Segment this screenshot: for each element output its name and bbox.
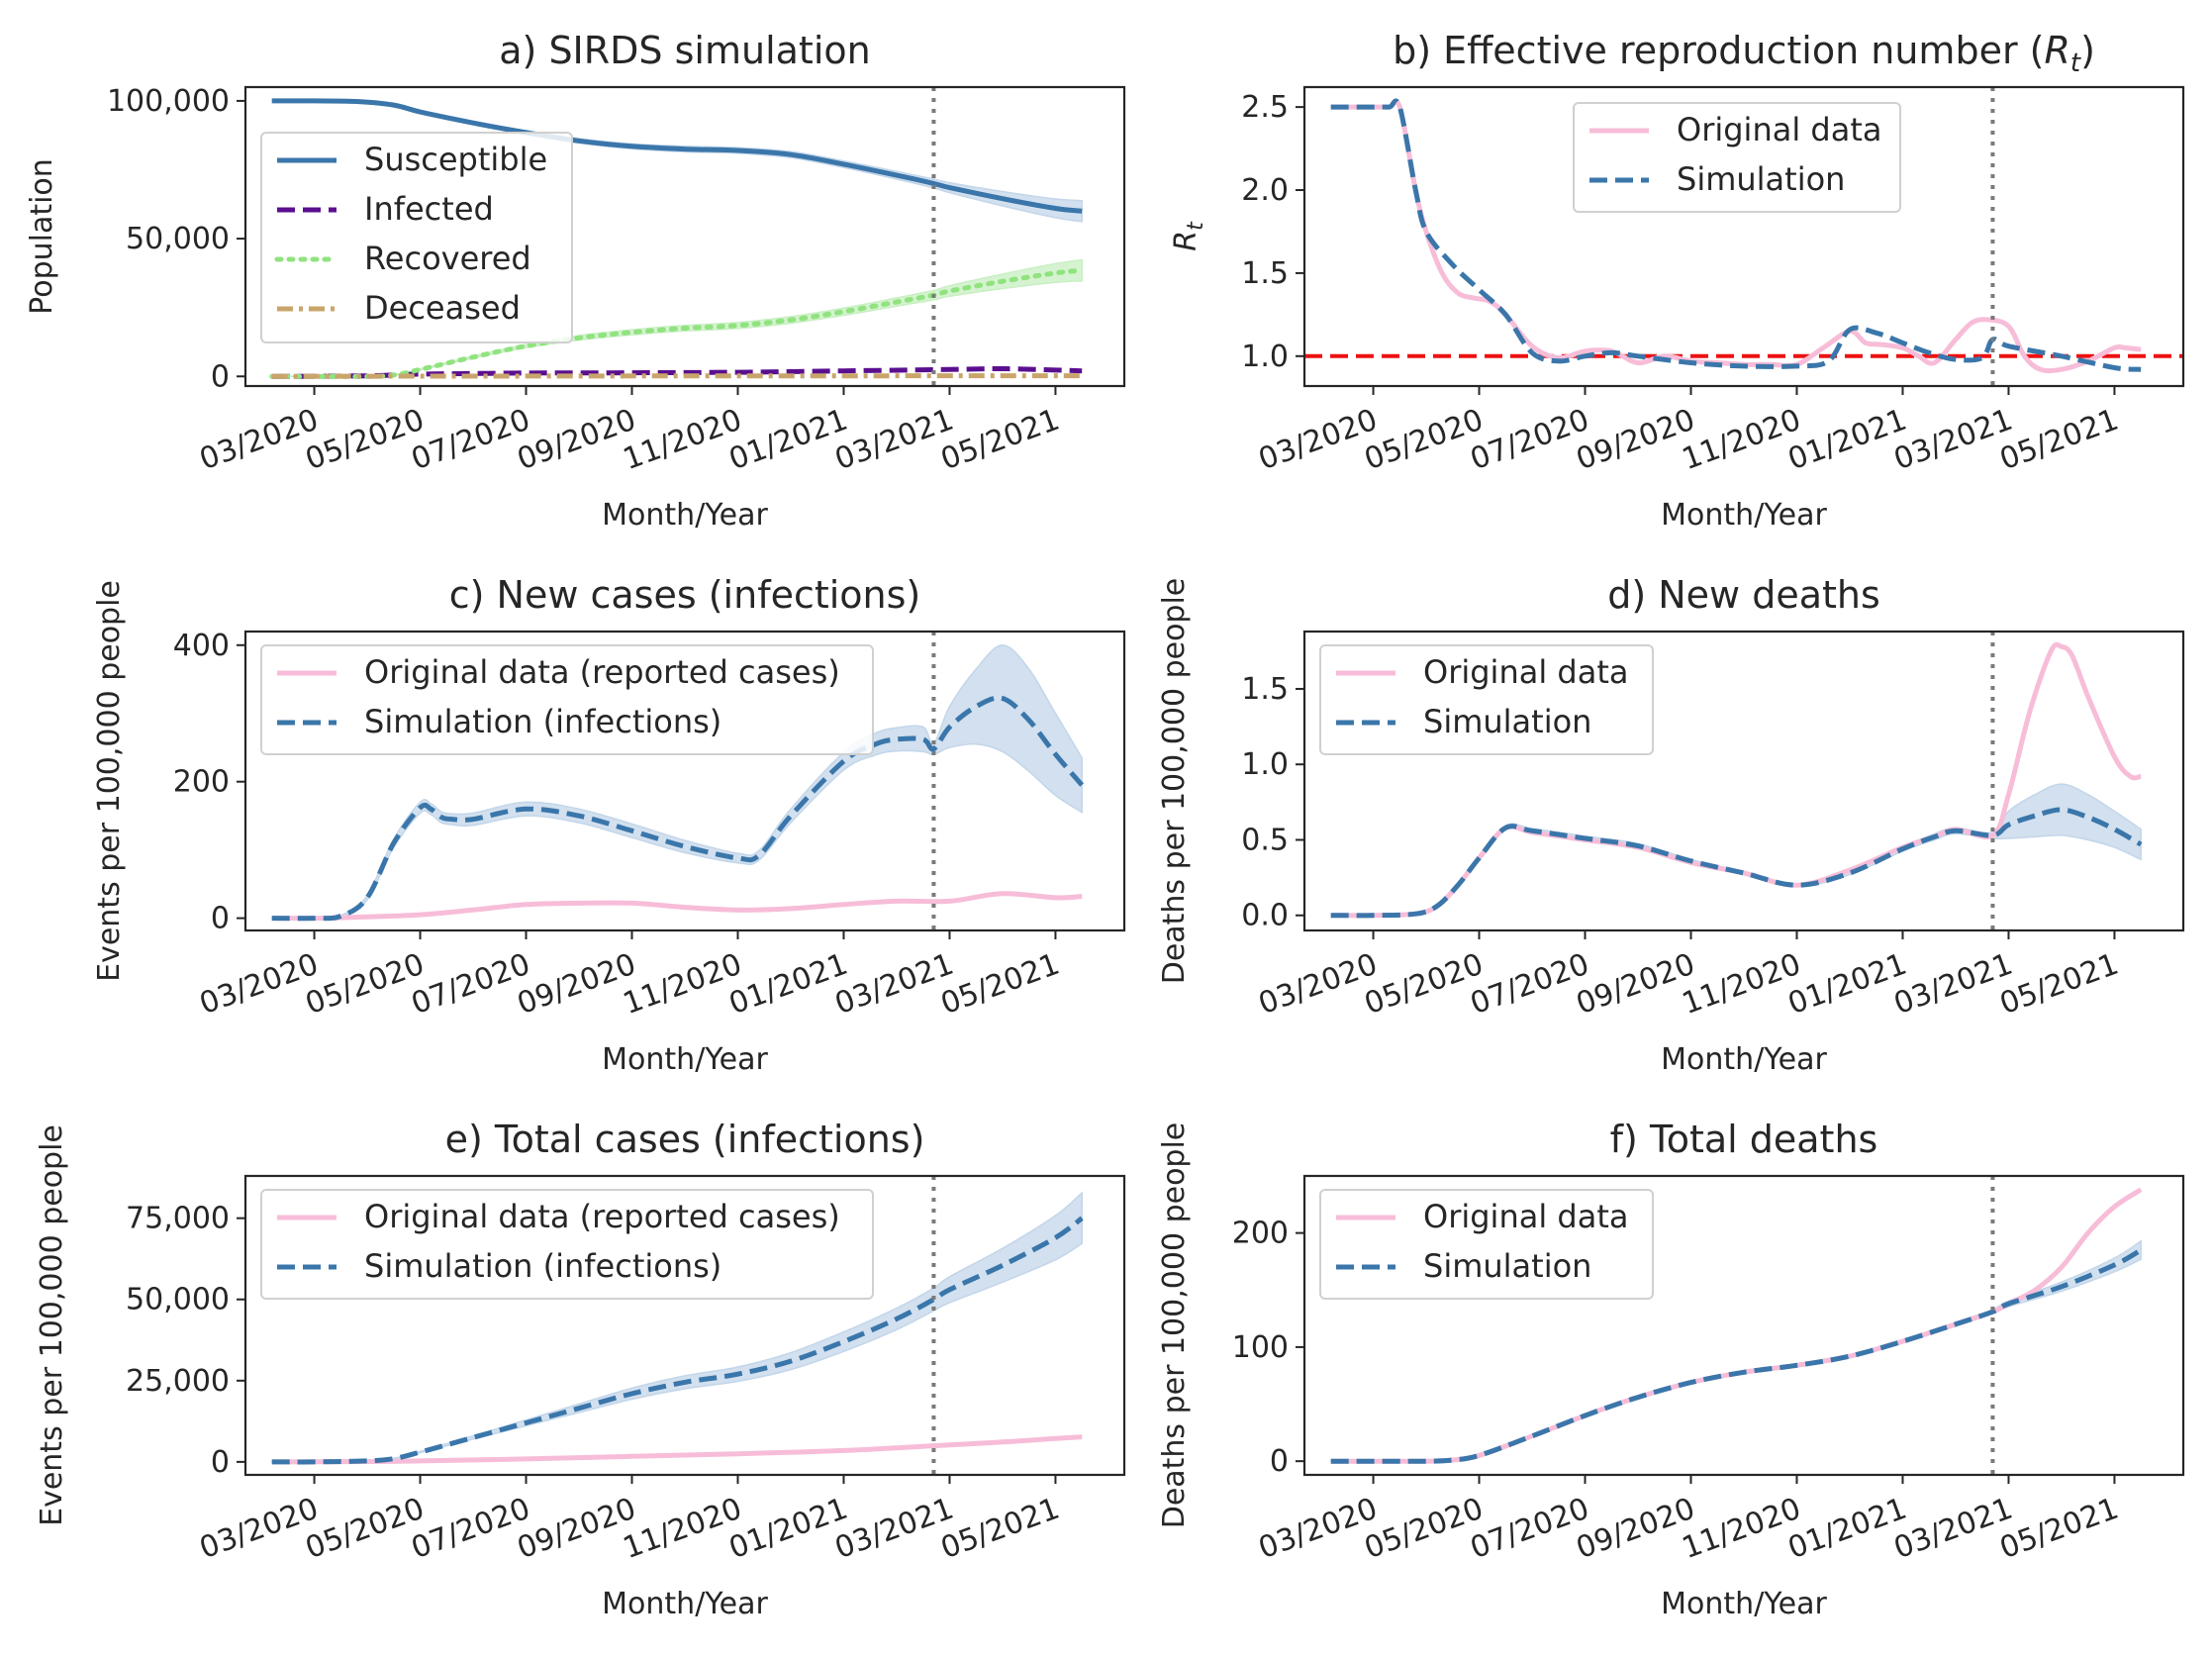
chart-title: f) Total deaths [1610, 1118, 1878, 1161]
axes-frame [1302, 1174, 2185, 1477]
axes-frame [243, 85, 1126, 388]
series-line-simulation [1330, 98, 2142, 372]
y-tick-label: 1.5 [1241, 672, 1289, 707]
y-tick-label: 75,000 [126, 1202, 230, 1236]
legend-label: Original data (reported cases) [364, 1198, 840, 1235]
x-axis-label: Month/Year [1661, 498, 1827, 533]
y-axis-label: Rt [1169, 221, 1208, 251]
axes-frame [1302, 85, 2185, 388]
legend: Original data Simulation [1573, 102, 1901, 213]
axes-frame [243, 1174, 1126, 1477]
series-line-original-data-reported-cases- [271, 1434, 1083, 1465]
chart-title: c) New cases (infections) [449, 573, 921, 617]
legend-box [1319, 644, 1654, 755]
legend-box [1319, 1189, 1654, 1300]
y-tick-label: 400 [173, 629, 230, 663]
y-tick-label: 0.0 [1241, 899, 1289, 933]
legend: Original data (reported cases) Simulation… [260, 644, 874, 755]
x-axis-label: Month/Year [602, 1587, 768, 1621]
series-line-susceptible [271, 98, 1083, 214]
y-tick-label: 50,000 [126, 1283, 230, 1317]
y-axis-label: Deaths per 100,000 people [1157, 1122, 1192, 1529]
y-tick-label: 0 [211, 902, 230, 936]
y-tick-label: 100 [1232, 1330, 1289, 1365]
series-line-original-data [1330, 98, 2142, 374]
legend-label: Simulation (infections) [364, 703, 721, 740]
legend-label: Simulation [1423, 1247, 1591, 1285]
legend-label: Susceptible [364, 141, 547, 178]
legend-box [260, 644, 874, 755]
legend-label: Deceased [364, 289, 521, 327]
y-tick-label: 0.5 [1241, 823, 1289, 857]
y-tick-label: 200 [1232, 1217, 1289, 1251]
series-line-simulation-infections- [271, 695, 1085, 922]
legend-label: Infected [364, 190, 494, 228]
legend-label: Original data [1423, 1198, 1628, 1235]
legend-label: Original data [1423, 653, 1628, 691]
plot-area [1330, 1176, 2143, 1475]
legend-box [1573, 102, 1901, 213]
plot-area [1330, 632, 2143, 930]
y-tick-label: 2.5 [1241, 90, 1289, 125]
series-line-original-data-reported-cases- [271, 891, 1083, 922]
chart-title: a) SIRDS simulation [499, 29, 870, 72]
y-axis-label: Population [25, 158, 59, 315]
confidence-band [271, 644, 1083, 920]
y-tick-label: 25,000 [126, 1364, 230, 1399]
legend-box [260, 1189, 874, 1300]
y-axis-label: Events per 100,000 people [92, 580, 127, 982]
y-tick-label: 0 [211, 1445, 230, 1480]
series-line-simulation [1330, 1247, 2143, 1464]
chart-title: d) New deaths [1607, 573, 1880, 617]
y-tick-label: 1.0 [1241, 747, 1289, 782]
axes-frame [1302, 630, 2185, 932]
legend-label: Simulation [1677, 160, 1845, 198]
y-tick-label: 200 [173, 765, 230, 800]
x-axis-label: Month/Year [602, 1042, 768, 1077]
x-axis-label: Month/Year [1661, 1587, 1827, 1621]
legend-label: Simulation (infections) [364, 1247, 721, 1285]
chart-title: b) Effective reproduction number (Rt) [1393, 29, 2095, 78]
legend-box [260, 132, 573, 343]
plot-area [1304, 87, 2183, 386]
legend-label: Recovered [364, 240, 531, 277]
y-axis-label: Deaths per 100,000 people [1157, 578, 1192, 985]
y-tick-label: 1.5 [1241, 256, 1289, 291]
y-axis-label: Events per 100,000 people [35, 1124, 69, 1526]
series-line-recovered [269, 267, 1085, 379]
chart-title: e) Total cases (infections) [445, 1118, 925, 1161]
plot-area [269, 87, 1085, 386]
legend-label: Original data [1677, 111, 1881, 148]
y-tick-label: 100,000 [107, 84, 230, 119]
y-tick-label: 0 [1270, 1444, 1289, 1479]
x-axis-label: Month/Year [602, 498, 768, 533]
legend: Original data Simulation [1319, 1189, 1654, 1300]
legend: Original data Simulation [1319, 644, 1654, 755]
plot-area [271, 1176, 1084, 1475]
plot-area [271, 632, 1085, 930]
x-axis-label: Month/Year [1661, 1042, 1827, 1077]
series-line-original-data [1330, 641, 2142, 919]
y-tick-label: 2.0 [1241, 173, 1289, 208]
series-line-simulation-infections- [271, 1216, 1084, 1465]
series-line-simulation [1330, 807, 2143, 919]
legend-label: Original data (reported cases) [364, 653, 840, 691]
legend: Susceptible Infected Recovered Deceased [260, 132, 573, 343]
y-tick-label: 0 [211, 359, 230, 394]
legend: Original data (reported cases) Simulation… [260, 1189, 874, 1300]
legend-label: Simulation [1423, 703, 1591, 740]
y-tick-label: 50,000 [126, 222, 230, 256]
series-line-deceased [271, 373, 1085, 379]
y-tick-label: 1.0 [1241, 340, 1289, 374]
